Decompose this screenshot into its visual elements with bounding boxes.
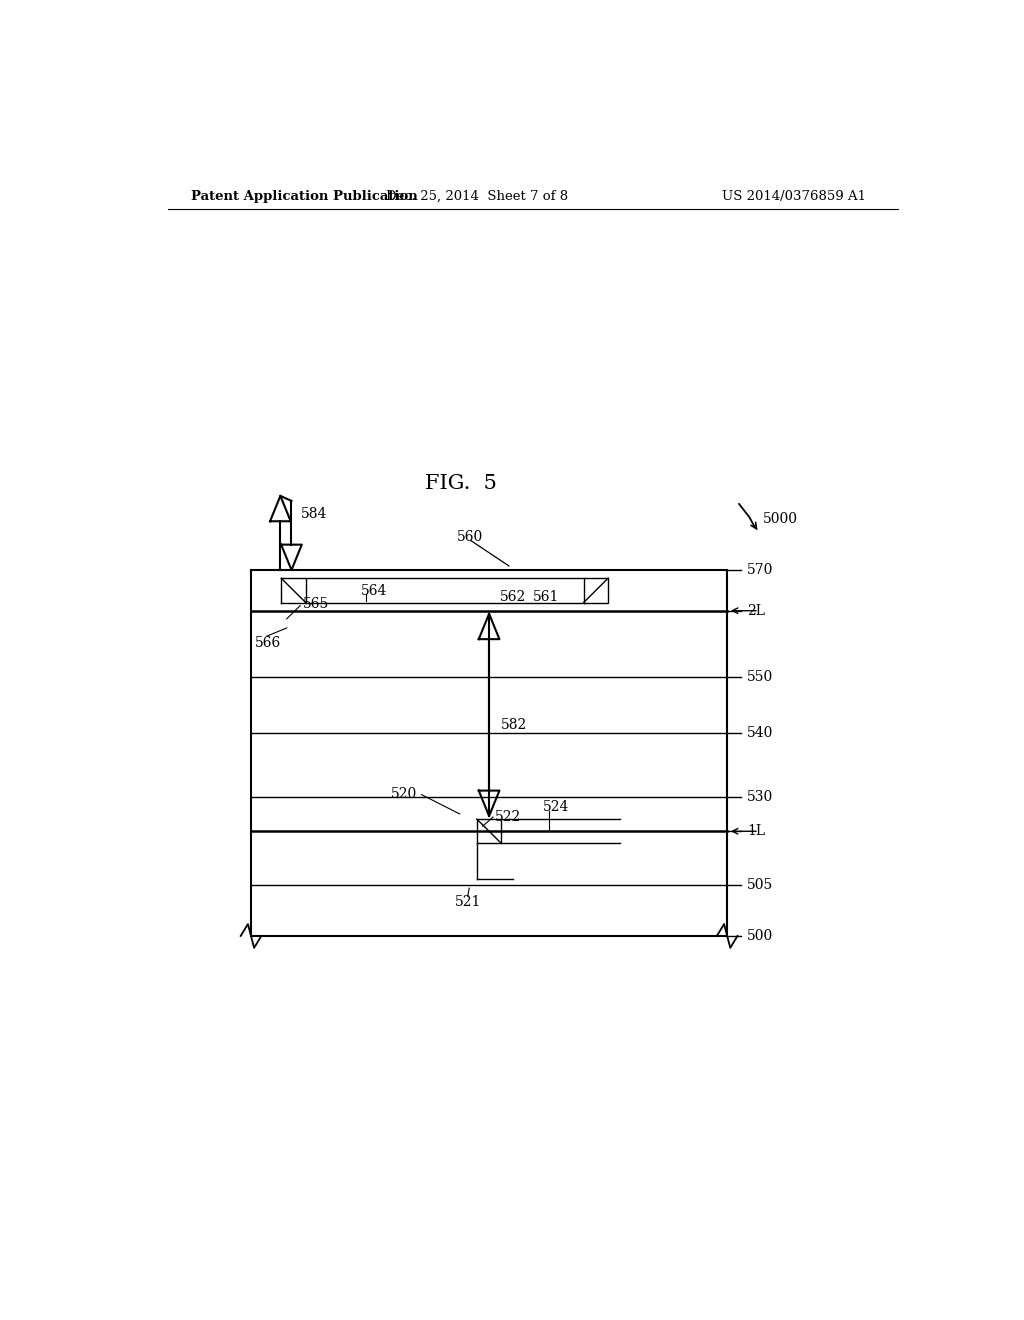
Text: 5000: 5000	[763, 512, 798, 527]
Text: FIG.  5: FIG. 5	[425, 474, 498, 494]
Text: 564: 564	[360, 585, 387, 598]
Text: 530: 530	[748, 789, 773, 804]
Text: 550: 550	[748, 669, 773, 684]
Text: 565: 565	[303, 597, 329, 611]
Text: Dec. 25, 2014  Sheet 7 of 8: Dec. 25, 2014 Sheet 7 of 8	[386, 190, 568, 202]
Text: 540: 540	[748, 726, 773, 739]
Text: Patent Application Publication: Patent Application Publication	[191, 190, 418, 202]
Text: 570: 570	[748, 564, 773, 577]
Text: 582: 582	[501, 718, 527, 733]
Text: 500: 500	[748, 929, 773, 942]
Text: 505: 505	[748, 878, 773, 892]
Text: 520: 520	[390, 787, 417, 801]
Text: 561: 561	[532, 590, 559, 605]
Text: US 2014/0376859 A1: US 2014/0376859 A1	[722, 190, 866, 202]
Text: 2L: 2L	[748, 603, 765, 618]
Text: 521: 521	[455, 895, 481, 909]
Text: 566: 566	[255, 636, 282, 651]
Bar	[251, 570, 727, 936]
Text: 584: 584	[301, 507, 328, 521]
Text: 1L: 1L	[748, 824, 765, 838]
Text: 560: 560	[458, 529, 483, 544]
Text: 522: 522	[495, 810, 521, 824]
Text: 524: 524	[543, 800, 569, 814]
Text: 562: 562	[500, 590, 525, 605]
